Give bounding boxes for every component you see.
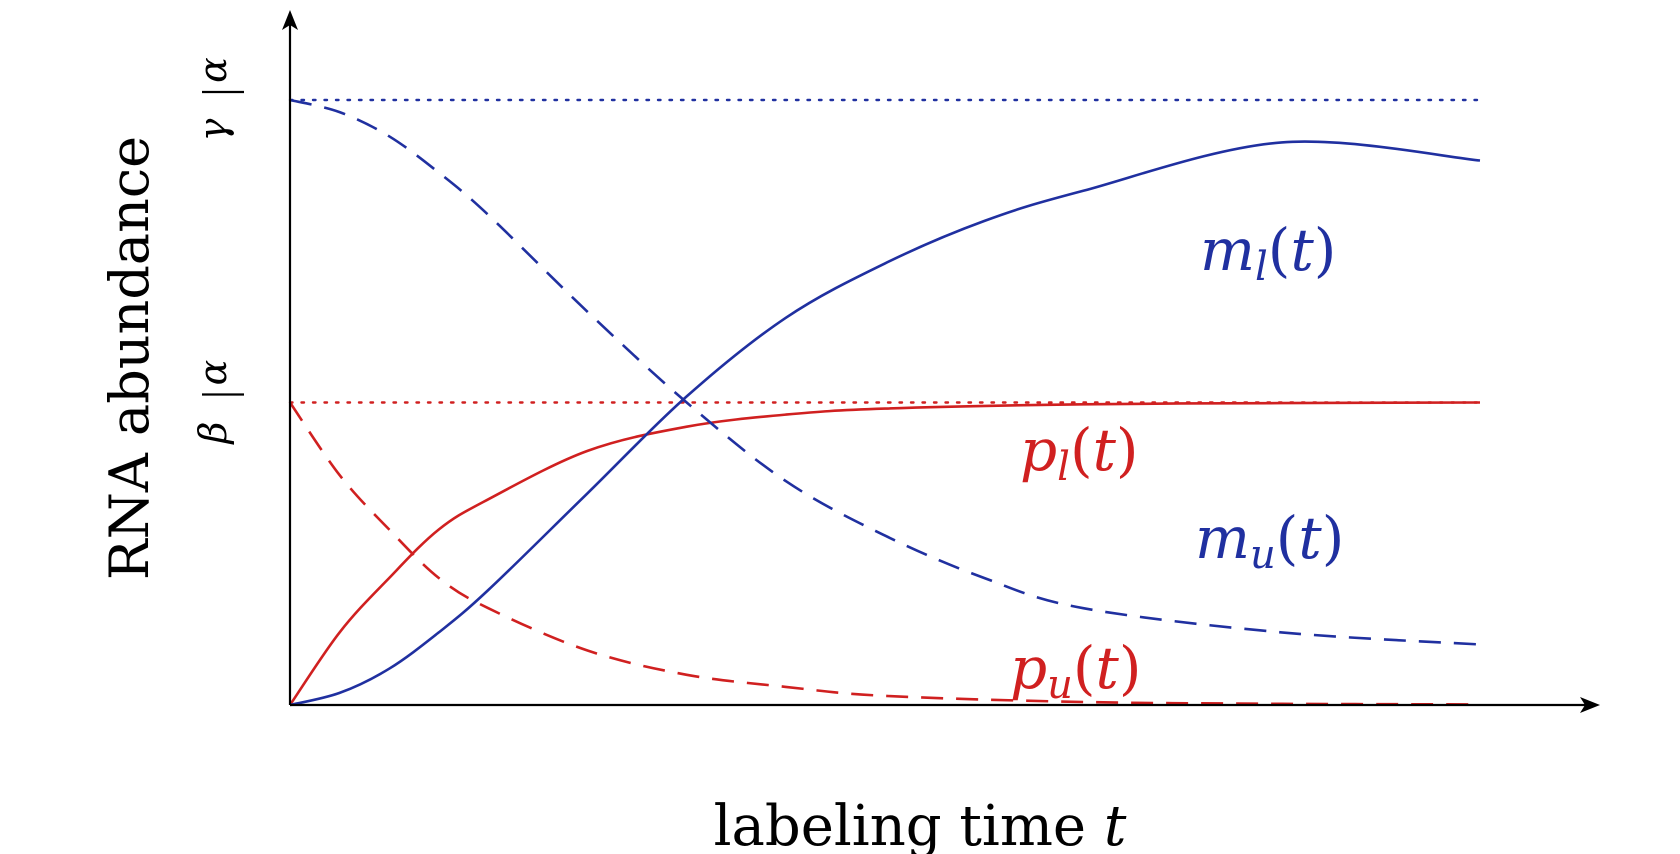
series-line-m-u-dashed xyxy=(289,98,1481,646)
x-axis-label: labeling time t xyxy=(714,794,1127,854)
axes xyxy=(282,10,1600,713)
series-line-p-l-solid xyxy=(288,401,1481,706)
series-label-m-l: ml(t) xyxy=(1200,216,1336,290)
series-curves xyxy=(288,98,1481,707)
series-label-p-u: pu(t) xyxy=(1010,634,1142,708)
y-tick-denominator: γ xyxy=(191,118,235,141)
y-axis-label: RNA abundance xyxy=(98,136,161,580)
y-tick-label-α-over-γ: αγ xyxy=(191,57,244,141)
series-line-m-l-solid xyxy=(289,140,1481,707)
x-axis-arrowhead xyxy=(1580,697,1600,713)
y-tick-numerator: α xyxy=(191,57,235,83)
y-tick-numerator: α xyxy=(191,360,235,386)
series-annotations: ml(t) pl(t) mu(t) pu(t) xyxy=(1010,216,1344,708)
series-label-m-u: mu(t) xyxy=(1195,504,1344,578)
y-tick-label-α-over-β: αβ xyxy=(191,360,244,446)
y-tick-denominator: β xyxy=(191,422,235,446)
series-label-p-l: pl(t) xyxy=(1020,416,1139,490)
y-axis-arrowhead xyxy=(282,10,298,30)
